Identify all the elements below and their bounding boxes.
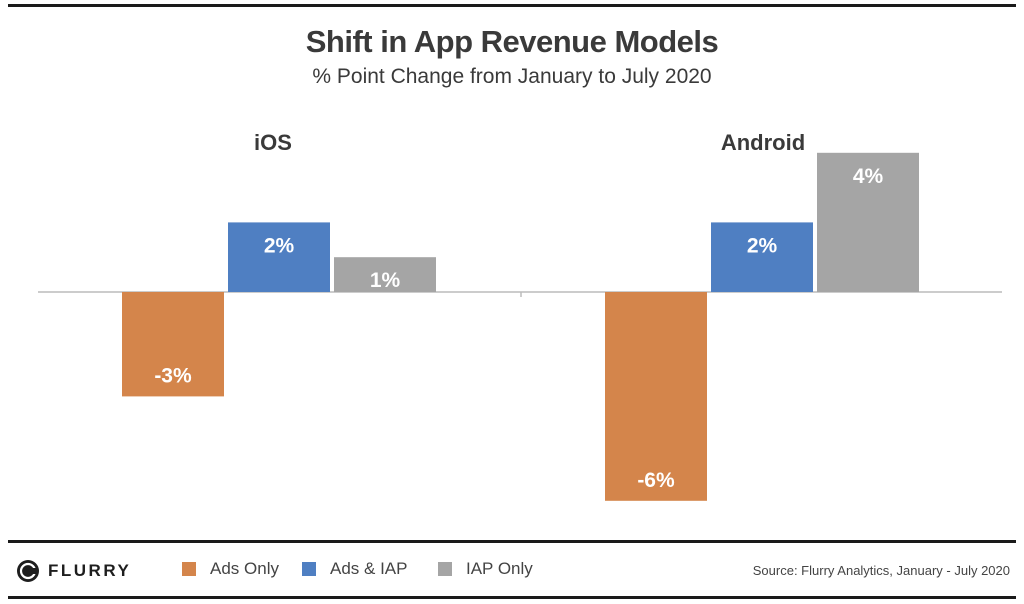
chart-plot: iOS -3% 2% 1% Android -6% 2% 4% bbox=[38, 130, 1002, 501]
footer-top-rule bbox=[8, 540, 1016, 543]
data-label: 1% bbox=[370, 269, 401, 292]
top-rule bbox=[8, 4, 1016, 7]
brand: FLURRY bbox=[16, 556, 131, 586]
category-label: iOS bbox=[254, 130, 292, 155]
data-label: 4% bbox=[853, 165, 884, 188]
legend-swatch-ads-iap bbox=[302, 562, 316, 576]
legend-label-ads-only: Ads Only bbox=[210, 559, 279, 578]
legend-item-iap-only: IAP Only bbox=[438, 559, 533, 579]
legend-swatch-ads-only bbox=[182, 562, 196, 576]
bottom-rule bbox=[8, 596, 1016, 599]
data-label: 2% bbox=[747, 234, 778, 257]
legend-label-ads-iap: Ads & IAP bbox=[330, 559, 408, 578]
data-label: -3% bbox=[154, 364, 192, 387]
bar bbox=[122, 292, 224, 397]
data-label: 2% bbox=[264, 234, 295, 257]
data-label: -6% bbox=[637, 469, 675, 492]
chart-title: Shift in App Revenue Models bbox=[305, 24, 719, 59]
source-note: Source: Flurry Analytics, January - July… bbox=[752, 563, 1010, 578]
brand-name: FLURRY bbox=[48, 561, 132, 580]
bar bbox=[817, 152, 919, 292]
category-label: Android bbox=[721, 130, 805, 155]
legend-label-iap-only: IAP Only bbox=[466, 559, 533, 578]
flurry-logo-icon bbox=[16, 559, 40, 583]
legend-item-ads-only: Ads Only bbox=[182, 559, 279, 579]
bar bbox=[605, 292, 707, 501]
bar bbox=[334, 257, 436, 292]
chart-subtitle: % Point Change from January to July 2020 bbox=[312, 65, 712, 88]
bar bbox=[228, 222, 330, 292]
legend-swatch-iap-only bbox=[438, 562, 452, 576]
legend-item-ads-iap: Ads & IAP bbox=[302, 559, 407, 579]
bar bbox=[711, 222, 813, 292]
